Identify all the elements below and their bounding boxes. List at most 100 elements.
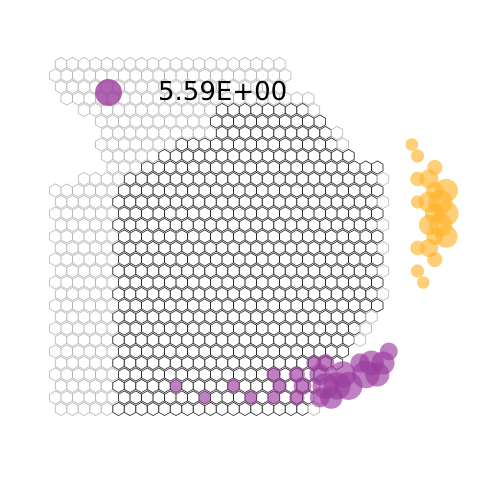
tissue-hex: [319, 171, 332, 187]
tissue-hex: [250, 401, 263, 417]
data-spot: [417, 276, 430, 289]
background-hex: [118, 137, 131, 152]
tissue-hex: [181, 378, 194, 394]
background-hex: [54, 309, 68, 325]
tissue-hex: [123, 217, 137, 233]
tissue-hex: [296, 102, 309, 118]
tissue-hex: [267, 298, 280, 313]
tissue-hex: [307, 309, 321, 325]
tissue-hex: [123, 332, 137, 348]
tissue-hex: [353, 286, 367, 302]
tissue-hex: [187, 321, 200, 336]
tissue-hex: [169, 240, 183, 256]
background-hex: [158, 56, 171, 72]
tissue-hex: [244, 367, 257, 382]
background-hex: [141, 91, 154, 106]
background-hex: [54, 240, 68, 256]
tissue-hex: [141, 229, 154, 244]
tissue-hex: [279, 229, 292, 244]
tissue-hex: [238, 194, 252, 210]
background-hex: [89, 355, 102, 371]
background-hex: [129, 91, 142, 106]
background-hex: [60, 390, 73, 405]
tissue-hex: [342, 263, 355, 279]
tissue-hex: [118, 252, 131, 267]
tissue-hex: [141, 252, 154, 267]
tissue-hex: [342, 148, 355, 164]
spot-layer: [169, 138, 459, 409]
tissue-hex: [238, 240, 252, 256]
tissue-hex: [198, 229, 211, 244]
tissue-hex: [152, 321, 165, 336]
tissue-hex: [296, 171, 309, 187]
background-hex: [129, 137, 142, 152]
tissue-hex: [112, 240, 125, 256]
background-hex: [54, 263, 68, 279]
background-hex: [112, 102, 125, 118]
background-hex: [100, 148, 114, 164]
background-hex: [49, 344, 62, 359]
tissue-hex: [118, 390, 131, 405]
tissue-hex: [210, 137, 223, 152]
tissue-hex: [158, 217, 171, 233]
tissue-hex: [290, 252, 303, 267]
tissue-hex: [169, 263, 183, 279]
tissue-hex: [146, 378, 160, 394]
tissue-hex: [152, 183, 165, 198]
tissue-hex: [112, 263, 125, 279]
tissue-hex: [175, 367, 188, 382]
tissue-hex: [198, 275, 211, 290]
tissue-hex: [118, 298, 131, 313]
tissue-hex: [141, 321, 154, 336]
background-hex: [376, 263, 390, 279]
background-hex: [100, 56, 114, 72]
background-hex: [112, 56, 125, 72]
tissue-hex: [250, 263, 263, 279]
tissue-hex: [319, 148, 332, 164]
tissue-hex: [348, 229, 361, 244]
tissue-hex: [187, 229, 200, 244]
tissue-hex: [279, 183, 292, 198]
tissue-hex: [250, 148, 263, 164]
background-hex: [376, 286, 390, 302]
tissue-hex: [307, 263, 321, 279]
tissue-hex: [158, 401, 171, 417]
tissue-hex: [123, 286, 137, 302]
tissue-hex: [284, 309, 298, 325]
background-hex: [95, 252, 108, 267]
tissue-hex: [233, 344, 246, 359]
background-hex: [89, 378, 102, 394]
data-spot: [198, 391, 212, 404]
background-hex: [175, 114, 188, 129]
tissue-hex: [336, 183, 349, 198]
data-spot: [419, 238, 439, 258]
tissue-hex: [284, 263, 298, 279]
background-hex: [66, 56, 79, 72]
tissue-hex: [175, 252, 188, 267]
tissue-hex: [238, 378, 252, 394]
tissue-hex: [118, 344, 131, 359]
background-hex: [100, 263, 114, 279]
tissue-hex: [175, 321, 188, 336]
tissue-hex: [365, 263, 378, 279]
tissue-hex: [371, 252, 384, 267]
background-hex: [129, 68, 142, 83]
background-hex: [89, 309, 102, 325]
tissue-hex: [192, 217, 206, 233]
tissue-hex: [169, 194, 183, 210]
tissue-hex: [261, 171, 275, 187]
tissue-hex: [227, 355, 240, 371]
tissue-hex: [123, 309, 137, 325]
tissue-hex: [181, 171, 194, 187]
tissue-hex: [348, 298, 361, 313]
tissue-hex: [118, 183, 131, 198]
tissue-hex: [307, 148, 321, 164]
tissue-hex: [233, 252, 246, 267]
background-hex: [135, 148, 148, 164]
background-hex: [72, 367, 85, 382]
tissue-hex: [365, 286, 378, 302]
background-hex: [54, 56, 68, 72]
background-hex: [100, 217, 114, 233]
tissue-hex: [296, 263, 309, 279]
tissue-hex: [330, 217, 344, 233]
